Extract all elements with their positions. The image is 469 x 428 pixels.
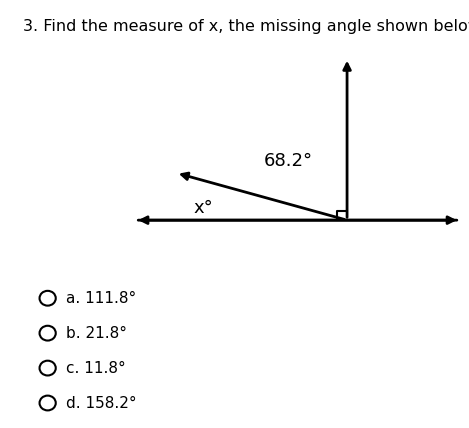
Text: 68.2°: 68.2° [264, 152, 313, 169]
Text: 3. Find the measure of x, the missing angle shown below.: 3. Find the measure of x, the missing an… [23, 19, 469, 34]
Text: x°: x° [194, 199, 214, 217]
Text: d. 158.2°: d. 158.2° [66, 395, 136, 410]
Text: a. 111.8°: a. 111.8° [66, 291, 136, 306]
Text: c. 11.8°: c. 11.8° [66, 360, 125, 376]
Text: b. 21.8°: b. 21.8° [66, 326, 127, 341]
